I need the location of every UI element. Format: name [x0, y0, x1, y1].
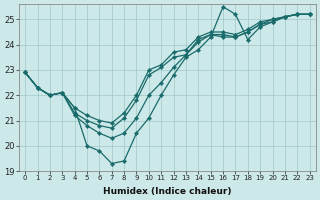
X-axis label: Humidex (Indice chaleur): Humidex (Indice chaleur) — [103, 187, 232, 196]
